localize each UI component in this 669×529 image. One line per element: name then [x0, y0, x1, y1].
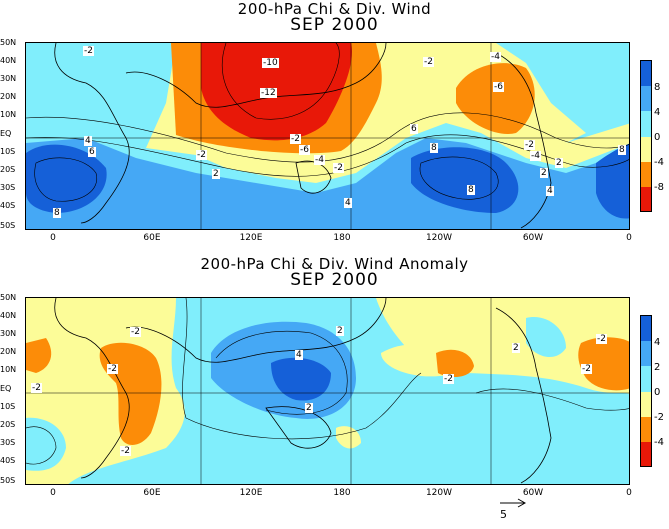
contour-label: -6 [299, 145, 310, 155]
reference-vector-arrow [500, 498, 527, 508]
top-map [25, 42, 630, 230]
contour-label: -2 [333, 163, 344, 173]
contour-label: 2 [555, 158, 563, 168]
top-lon-label: 120W [425, 233, 453, 243]
top-lon-label: 0 [50, 233, 56, 243]
top-colorbar [640, 60, 652, 212]
contour-label: -4 [490, 52, 501, 62]
contour-label: 4 [546, 186, 554, 196]
bottom-colorbar [640, 315, 652, 467]
contour-label: 2 [305, 403, 313, 413]
contour-label: -4 [314, 155, 325, 165]
contour-label: 4 [295, 350, 303, 360]
contour-label: 6 [88, 147, 96, 157]
bottom-colorbar-label: -4 [654, 437, 664, 448]
top-lat-label: 20N [0, 92, 17, 101]
bottom-map [25, 297, 630, 485]
contour-label: 8 [467, 185, 475, 195]
contour-label: -6 [493, 82, 504, 92]
contour-label: -2 [83, 46, 94, 56]
bottom-lat-label: 40S [0, 456, 16, 465]
contour-label: 2 [512, 343, 520, 353]
bottom-colorbar-label: 4 [654, 337, 661, 348]
bottom-lat-label: 10N [0, 365, 17, 374]
bottom-lat-label: 30N [0, 329, 17, 338]
bottom-lon-label: 120W [425, 488, 453, 498]
bottom-colorbar-label: 2 [654, 362, 661, 373]
bottom-lat-label: 20N [0, 347, 17, 356]
top-map-field [26, 43, 629, 229]
contour-label: 2 [212, 169, 220, 179]
contour-label: 8 [618, 145, 626, 155]
top-lat-label: 50N [0, 38, 17, 47]
bottom-lat-label: 40N [0, 311, 17, 320]
top-lat-label: 40N [0, 56, 17, 65]
contour-label: 6 [410, 124, 418, 134]
contour-label: 8 [430, 143, 438, 153]
bottom-map-date: SEP 2000 [290, 270, 379, 290]
contour-label: -10 [262, 58, 279, 68]
bottom-lat-label: 50S [0, 476, 16, 485]
contour-label: -2 [581, 364, 592, 374]
contour-label: 4 [84, 136, 92, 146]
bottom-lon-label: 0 [50, 488, 56, 498]
top-lat-label: 30S [0, 183, 16, 192]
contour-label: -2 [524, 140, 535, 150]
top-map-title: 200-hPa Chi & Div. Wind [237, 0, 432, 18]
bottom-lon-label: 60E [143, 488, 161, 498]
top-lat-label: 20S [0, 165, 16, 174]
top-lon-label: 120E [239, 233, 263, 243]
top-colorbar-label: -4 [654, 157, 664, 168]
bottom-colorbar-label: -2 [654, 412, 664, 423]
contour-label: -2 [196, 150, 207, 160]
contour-label: -4 [530, 151, 541, 161]
top-colorbar-label: 8 [654, 82, 661, 93]
bottom-lat-label: 50N [0, 293, 17, 302]
contour-label: -2 [290, 134, 301, 144]
contour-label: 8 [53, 208, 61, 218]
top-colorbar-label: -8 [654, 182, 664, 193]
contour-label: -2 [423, 57, 434, 67]
top-lat-label: EQ [0, 129, 12, 138]
bottom-lon-label: 60W [522, 488, 544, 498]
bottom-lat-label: 20S [0, 420, 16, 429]
contour-label: -12 [260, 88, 277, 98]
top-map-date: SEP 2000 [290, 15, 379, 35]
bottom-map-title: 200-hPa Chi & Div. Wind Anomaly [200, 255, 469, 273]
reference-vector-label: 5 [500, 508, 507, 521]
bottom-map-field [26, 298, 629, 484]
top-lon-label: 60E [143, 233, 161, 243]
contour-label: -2 [443, 374, 454, 384]
bottom-lat-label: 30S [0, 438, 16, 447]
contour-label: -2 [130, 327, 141, 337]
contour-label: 2 [336, 326, 344, 336]
top-lat-label: 30N [0, 74, 17, 83]
top-lat-label: 10S [0, 147, 16, 156]
bottom-lat-label: EQ [0, 384, 12, 393]
top-lon-label: 0 [626, 233, 632, 243]
bottom-lat-label: 10S [0, 402, 16, 411]
top-lat-label: 40S [0, 201, 16, 210]
top-lat-label: 50S [0, 221, 16, 230]
bottom-lon-label: 0 [626, 488, 632, 498]
contour-label: 4 [344, 198, 352, 208]
contour-label: -2 [120, 446, 131, 456]
top-lat-label: 10N [0, 110, 17, 119]
top-lon-label: 60W [522, 233, 544, 243]
contour-label: -2 [31, 383, 42, 393]
bottom-lon-label: 180 [333, 488, 351, 498]
top-colorbar-label: 0 [654, 132, 661, 143]
top-lon-label: 180 [333, 233, 351, 243]
bottom-lon-label: 120E [239, 488, 263, 498]
top-colorbar-label: 4 [654, 107, 661, 118]
contour-label: -2 [596, 334, 607, 344]
contour-label: 2 [540, 168, 548, 178]
bottom-colorbar-label: 0 [654, 387, 661, 398]
contour-label: -2 [107, 364, 118, 374]
